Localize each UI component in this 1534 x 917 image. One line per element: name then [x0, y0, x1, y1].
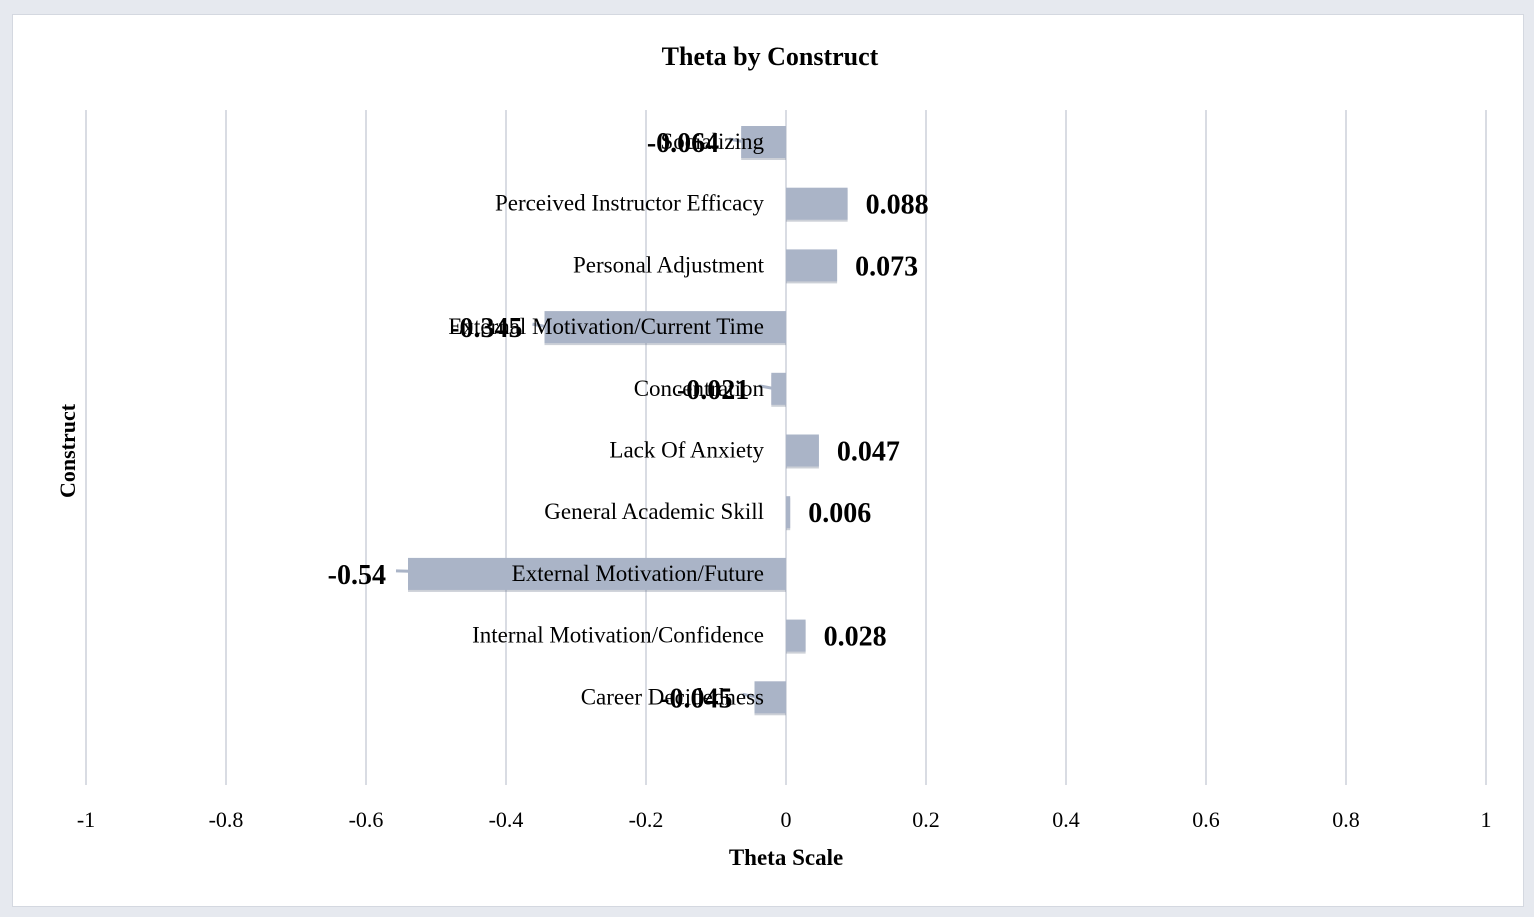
value-label: -0.045 — [660, 683, 732, 714]
y-axis-title: Construct — [55, 403, 80, 498]
value-label: -0.54 — [328, 560, 386, 591]
labels: Socializing-0.064 Perceived Instructor Ef… — [328, 128, 929, 714]
category-label: Perceived Instructor Efficacy — [495, 191, 765, 216]
category-label: External Motivation/Current Time — [448, 314, 764, 339]
x-tick-label: 0.4 — [1052, 807, 1080, 832]
x-tick-label: -0.2 — [629, 807, 664, 832]
category-label: Lack Of Anxiety — [609, 438, 764, 463]
leader-line — [728, 137, 746, 144]
bar — [786, 496, 791, 529]
bar-chart: Socializing-0.064 Perceived Instructor Ef… — [55, 42, 1492, 870]
x-tick-label: -0.6 — [349, 807, 384, 832]
bar — [786, 187, 848, 220]
value-label: -0.345 — [450, 313, 522, 344]
x-tick-label: -0.4 — [489, 807, 524, 832]
bar — [771, 372, 786, 405]
x-tick-label: -1 — [77, 807, 95, 832]
x-tick-label: 0 — [781, 807, 792, 832]
category-label: External Motivation/Future — [512, 561, 764, 586]
leader-lines — [395, 137, 776, 699]
value-label: 0.073 — [855, 251, 918, 282]
value-label: 0.047 — [837, 437, 900, 468]
x-tick-label: 0.8 — [1332, 807, 1360, 832]
bars — [408, 126, 848, 716]
x-axis-title: Theta Scale — [729, 845, 843, 870]
value-label: -0.021 — [677, 375, 749, 406]
bar — [754, 681, 786, 714]
leader-line — [742, 692, 759, 699]
x-tick-label: -0.8 — [209, 807, 244, 832]
bar — [786, 619, 806, 652]
value-label: 0.088 — [866, 190, 929, 221]
leader-line — [759, 384, 776, 391]
category-label: Socializing — [661, 129, 765, 154]
category-label: Concentration — [634, 376, 765, 401]
category-label: Internal Motivation/Confidence — [472, 623, 764, 648]
x-tick-label: 1 — [1481, 807, 1492, 832]
x-tick-label: 0.6 — [1192, 807, 1220, 832]
bar — [786, 249, 838, 282]
value-label: 0.028 — [824, 622, 887, 653]
bar — [786, 434, 819, 467]
x-tick-label: 0.2 — [912, 807, 940, 832]
category-label: Personal Adjustment — [573, 252, 765, 277]
bar — [544, 311, 786, 344]
leader-line — [532, 322, 549, 329]
bar — [741, 126, 786, 158]
leader-line — [395, 569, 508, 576]
category-label: Career Decidedness — [581, 684, 764, 709]
category-label: General Academic Skill — [544, 499, 764, 524]
value-label: 0.006 — [808, 498, 871, 529]
chart-frame: Socializing -0.064 Perceived Instructor Ef… — [12, 14, 1524, 907]
x-axis-ticks: -1 -0.8 -0.6 -0.4 -0.2 0 0.2 0.4 0.6 0.8 1 — [77, 807, 1492, 832]
chart-title: Theta by Construct — [662, 42, 879, 71]
value-label: -0.064 — [647, 128, 719, 159]
